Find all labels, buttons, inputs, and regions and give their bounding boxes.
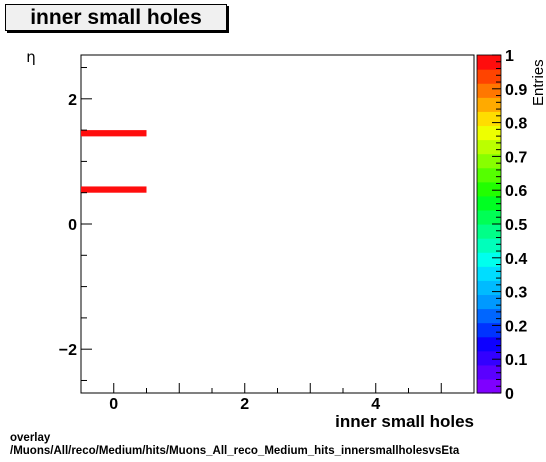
y-tick-label: 2 <box>68 92 77 109</box>
colorbar-segment <box>477 209 501 225</box>
y-axis: −2 0 2 <box>59 67 92 381</box>
colorbar-tick-label: 0.7 <box>505 149 527 166</box>
colorbar-segment <box>477 364 501 380</box>
colorbar-segment <box>477 181 501 197</box>
footer-line-1: overlay <box>10 432 51 444</box>
colorbar-tick-label: 0.4 <box>505 251 527 268</box>
colorbar-segment <box>477 139 501 155</box>
colorbar-tick-label: 0.1 <box>505 352 527 369</box>
footer: overlay /Muons/All/reco/Medium/hits/Muon… <box>10 432 459 458</box>
x-axis: 0 2 4 <box>80 383 475 413</box>
colorbar-segment <box>477 378 501 394</box>
heatmap-cell-0 <box>81 130 147 137</box>
colorbar-segment <box>477 153 501 169</box>
chart-canvas: 0 2 4 −2 0 2 0 0.1 0.2 0.3 0.4 0.5 0.6 0.7 0.8 0.9 1 i… <box>26 48 546 431</box>
colorbar-segment <box>477 224 501 239</box>
plot-border <box>80 54 475 394</box>
colorbar-segment <box>477 125 501 141</box>
colorbar-segment <box>477 55 501 70</box>
x-axis-label: inner small holes <box>335 412 474 431</box>
colorbar-segment <box>477 69 501 84</box>
y-axis-label: η <box>26 48 36 66</box>
colorbar-tick-label: 0.2 <box>505 318 527 335</box>
x-tick-label: 4 <box>371 396 380 413</box>
colorbar-tick-label: 0.3 <box>505 285 527 302</box>
colorbar-tick-label: 0.5 <box>505 217 527 234</box>
colorbar-segment <box>477 336 501 352</box>
colorbar-segment <box>477 308 501 324</box>
colorbar-segment <box>477 238 501 253</box>
colorbar-segment <box>477 350 501 366</box>
colorbar-tick-label: 0.9 <box>505 82 527 99</box>
colorbar-segment <box>477 111 501 127</box>
plot-frame <box>80 54 475 394</box>
chart-title: inner small holes <box>5 4 227 31</box>
heatmap-cell-1 <box>81 186 147 193</box>
colorbar-segment <box>477 195 501 211</box>
x-tick-label: 2 <box>240 396 249 413</box>
y-tick-label: −2 <box>59 342 77 359</box>
colorbar-segment <box>477 280 501 296</box>
colorbar-tick-label: 0 <box>505 386 514 403</box>
y-tick-label: 0 <box>68 217 77 234</box>
colorbar-segment <box>477 294 501 310</box>
colorbar-tick-label: 0.6 <box>505 183 527 200</box>
colorbar-segment <box>477 97 501 112</box>
colorbar-segment <box>477 83 501 98</box>
x-tick-label: 0 <box>109 396 118 413</box>
colorbar-segment <box>477 266 501 281</box>
colorbar-tick-label: 1 <box>505 48 514 65</box>
colorbar: 0 0.1 0.2 0.3 0.4 0.5 0.6 0.7 0.8 0.9 1 <box>476 48 527 403</box>
colorbar-segment <box>477 322 501 338</box>
heatmap-cells <box>81 130 147 193</box>
footer-line-2: /Muons/All/reco/Medium/hits/Muons_All_re… <box>10 445 460 457</box>
colorbar-segment <box>477 167 501 183</box>
colorbar-label: Entries <box>530 59 546 106</box>
colorbar-tick-label: 0.8 <box>505 116 527 133</box>
colorbar-segment <box>477 252 501 267</box>
